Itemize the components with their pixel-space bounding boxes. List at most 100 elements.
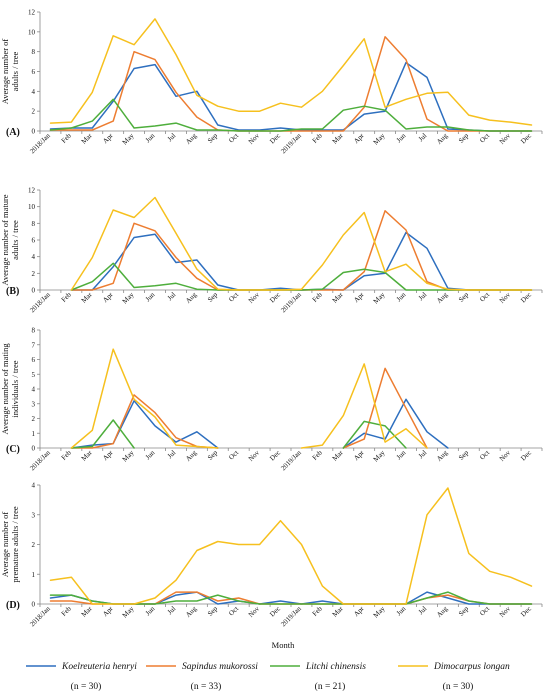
series-line-koelreuteria-henryi [49,61,533,132]
y-tick-label: 6 [32,356,36,364]
legend-sample-size: (n = 21) [315,681,346,692]
x-tick-label: 2019/Jan [279,131,303,155]
x-tick-label: Jun [395,131,408,144]
legend-label: Dimocarpus longan [433,662,510,672]
x-tick-label: Jul [166,291,177,302]
y-tick-label: 10 [28,203,36,211]
x-tick-label: May [121,290,136,305]
y-tick-label: 1 [32,571,36,579]
y-axis-label: Average number of matureadults / tree [0,194,20,285]
x-tick-label: Apr [352,290,366,304]
series-line-litchi-chinensis [70,419,407,449]
x-tick-label: 2019/Jan [279,290,303,314]
x-tick-label: Jun [144,131,157,144]
x-tick-label: May [121,131,136,146]
x-tick-label: May [372,448,387,463]
y-tick-label: 2 [32,108,36,116]
x-tick-label: Jul [166,449,177,460]
y-axis-label-line: premature adults / tree [10,506,20,582]
x-tick-label: Oct [227,449,240,462]
x-tick-label: May [372,290,387,305]
x-tick-label: Sep [457,131,470,144]
x-tick-label: Feb [60,131,73,144]
x-tick-label: Jul [417,132,428,143]
panel-label: (D) [6,600,20,611]
y-tick-label: 3 [32,400,36,408]
legend: Koelreuteria henryi (n = 30) Sapindus muko… [26,662,510,692]
y-axis-label-line: Average number of [0,39,10,105]
x-tick-label: Oct [478,291,491,304]
y-tick-label: 8 [32,48,36,56]
x-tick-label: Jul [166,605,177,616]
y-axis-label-line: Average number of mature [0,194,10,285]
series-line-dimocarpus-longan [70,196,533,291]
x-tick-label: Jun [395,604,408,617]
y-axis-label: Average number of matingindividuals / tr… [0,343,20,435]
x-tick-label: Jun [395,448,408,461]
y-tick-label: 0 [32,445,36,453]
series-line-sapindus-mukorossi [70,210,533,291]
x-tick-label: Jun [144,604,157,617]
y-tick-label: 0 [32,601,36,609]
x-tick-label: Apr [352,131,366,145]
legend-label: Koelreuteria henryi [61,662,137,672]
x-tick-label: Feb [311,448,324,461]
y-tick-label: 4 [32,482,36,490]
x-tick-label: Jul [417,449,428,460]
series-line-koelreuteria-henryi [70,231,533,291]
panel-label: (A) [6,127,20,138]
x-tick-label: 2019/Jan [279,604,303,628]
panel-label: (B) [6,286,19,297]
x-tick-label: May [121,448,136,463]
x-tick-label: Apr [101,131,115,145]
series-line-dimocarpus-longan [49,18,533,126]
y-tick-label: 6 [32,68,36,76]
series-line-sapindus-mukorossi [49,36,533,132]
legend-sample-size: (n = 30) [71,681,102,692]
x-tick-label: Feb [311,604,324,617]
x-tick-label: Sep [457,604,470,617]
y-tick-label: 10 [28,28,36,36]
x-tick-label: Jul [166,132,177,143]
x-tick-label: May [121,604,136,619]
y-axis-label-line: adults / tree [10,220,20,260]
y-tick-label: 2 [32,541,36,549]
x-tick-label: May [372,604,387,619]
y-tick-label: 12 [28,9,36,17]
x-tick-label: Sep [457,290,470,303]
y-tick-label: 0 [32,287,36,295]
legend-sample-size: (n = 33) [191,681,222,692]
legend-sample-size: (n = 30) [443,681,474,692]
x-tick-label: Sep [206,604,219,617]
y-tick-label: 8 [32,327,36,335]
y-tick-label: 4 [32,88,36,96]
y-tick-label: 1 [32,430,36,438]
x-tick-label: Oct [227,605,240,618]
y-axis-label: Average number ofadults / tree [0,39,20,105]
x-tick-label: Feb [311,290,324,303]
x-tick-label: Jun [395,290,408,303]
y-tick-label: 5 [32,371,36,379]
y-tick-label: 2 [32,415,36,423]
series-line-litchi-chinensis [49,98,533,132]
y-tick-label: 4 [32,386,36,394]
x-tick-label: Oct [227,291,240,304]
x-tick-label: Jul [417,291,428,302]
series-line-dimocarpus-longan [70,348,428,449]
y-tick-label: 6 [32,237,36,245]
x-tick-label: Feb [60,290,73,303]
y-axis-label-line: individuals / tree [10,360,20,417]
y-tick-label: 2 [32,270,36,278]
x-tick-label: Apr [352,604,366,618]
legend-label: Litchi chinensis [305,662,366,672]
series-line-sapindus-mukorossi [70,367,428,449]
x-tick-label: Sep [206,131,219,144]
series-line-litchi-chinensis [70,262,533,291]
x-tick-label: Oct [478,605,491,618]
y-tick-label: 8 [32,220,36,228]
y-tick-label: 3 [32,511,36,519]
